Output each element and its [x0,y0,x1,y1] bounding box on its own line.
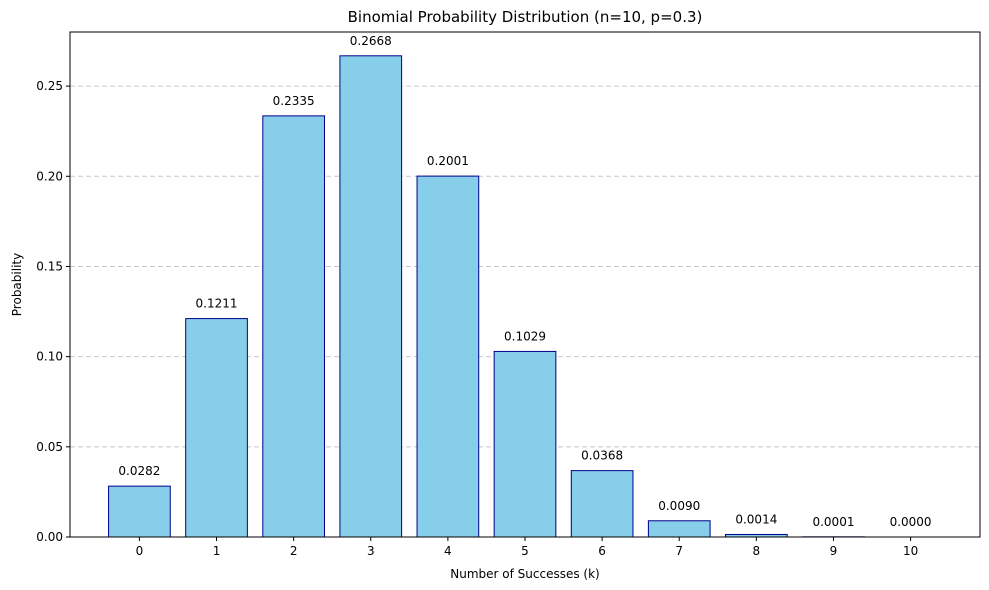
y-tick-label: 0.20 [36,169,63,183]
x-tick-label: 0 [136,544,144,558]
bar-0 [108,485,171,538]
x-tick-label: 9 [830,544,838,558]
bar-7 [647,520,711,538]
x-tick-label: 6 [598,544,606,558]
data-label-2: 0.2335 [273,94,315,108]
y-tick-label: 0.15 [36,259,63,273]
data-label-3: 0.2668 [350,34,392,48]
x-tick-label: 5 [521,544,529,558]
bar-2 [262,115,325,538]
x-tick-label: 10 [903,544,918,558]
bars [108,55,865,538]
x-tick-label: 7 [675,544,683,558]
x-tick-label: 3 [367,544,375,558]
bar-5 [493,350,557,538]
data-label-7: 0.0090 [658,499,700,513]
data-label-5: 0.1029 [504,329,546,343]
y-axis-ticks: 0.00 0.05 0.10 0.15 0.20 0.25 [36,79,70,544]
x-axis-ticks: 0 1 2 3 4 5 6 7 8 9 10 [136,537,918,558]
x-tick-label: 8 [753,544,761,558]
data-label-8: 0.0014 [735,512,777,526]
data-label-10: 0.0000 [890,515,932,529]
data-label-0: 0.0282 [118,464,160,478]
y-tick-label: 0.10 [36,350,63,364]
x-tick-label: 1 [213,544,221,558]
bar-3 [339,55,403,538]
data-labels: 0.0282 0.1211 0.2335 0.2668 0.2001 0.1029 0.03… [118,34,931,529]
y-tick-label: 0.05 [36,440,63,454]
bar-1 [185,318,248,538]
y-tick-label: 0.25 [36,79,63,93]
y-tick-label: 0.00 [36,530,63,544]
data-label-1: 0.1211 [196,297,238,311]
data-label-6: 0.0368 [581,449,623,463]
data-label-9: 0.0001 [812,515,854,529]
chart-title: Binomial Probability Distribution (n=10,… [348,8,703,26]
y-axis-label: Probability [10,253,24,316]
bar-6 [570,470,634,538]
x-tick-label: 2 [290,544,298,558]
bar-4 [416,175,480,538]
data-label-4: 0.2001 [427,154,469,168]
x-axis-label: Number of Successes (k) [450,567,599,581]
x-tick-label: 4 [444,544,452,558]
